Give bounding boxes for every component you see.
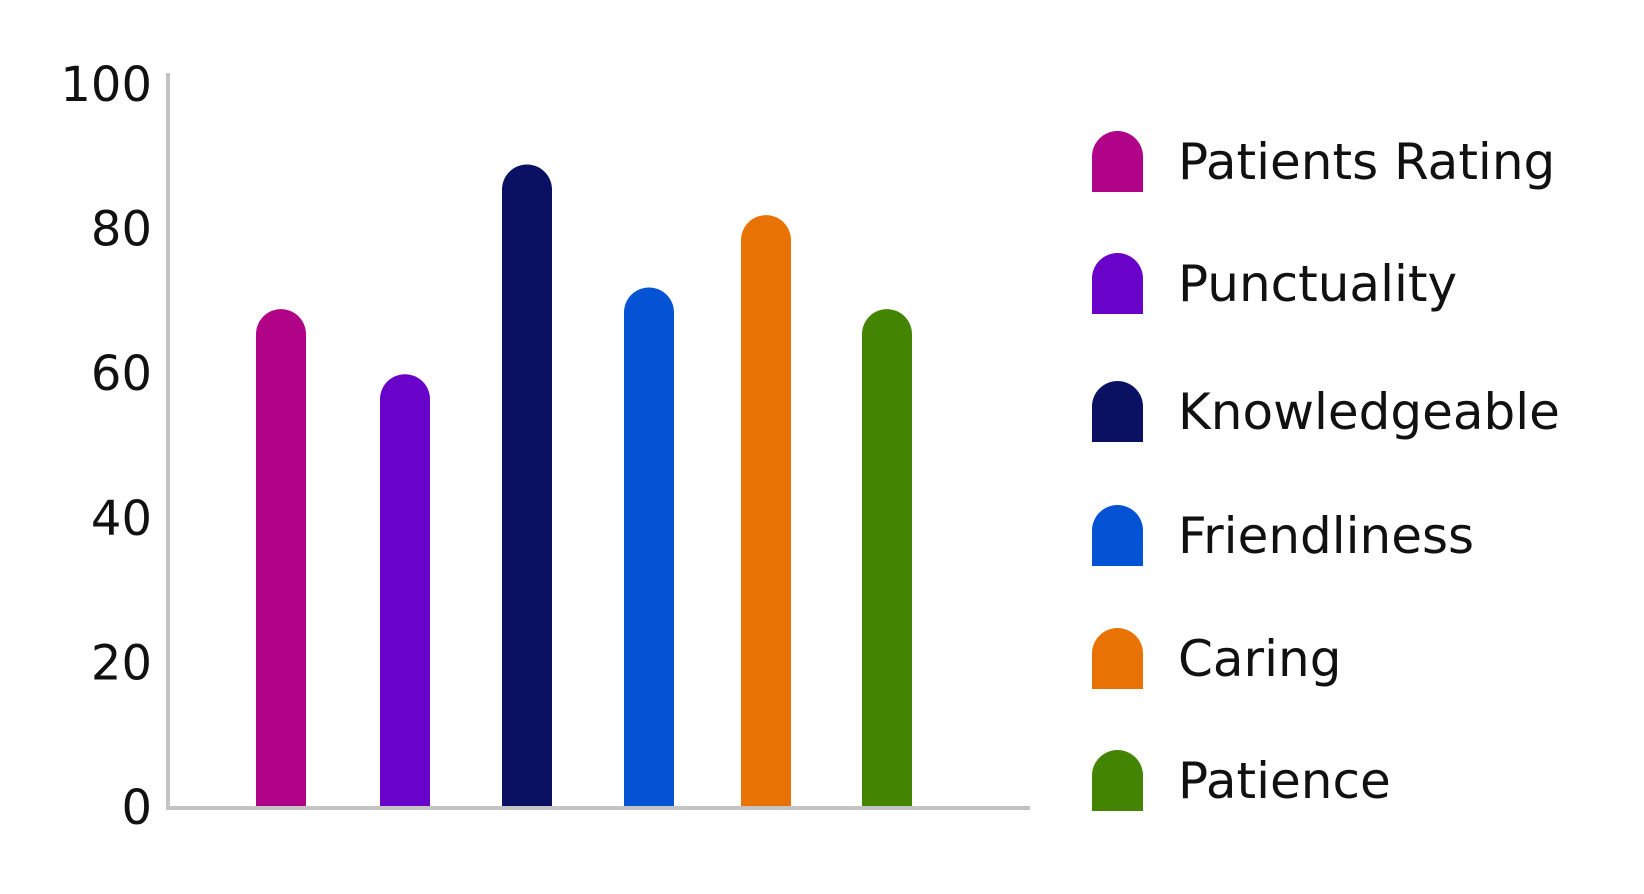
y-axis-ticks: 0 20 40 60 80 100 xyxy=(60,57,152,836)
legend-label: Knowledgeable xyxy=(1178,383,1560,441)
legend-swatch xyxy=(1092,750,1143,811)
legend-swatch xyxy=(1092,505,1143,566)
bar-friendliness xyxy=(624,287,674,808)
legend-label: Punctuality xyxy=(1178,255,1457,313)
y-tick-label: 80 xyxy=(91,202,152,258)
bar-punctuality xyxy=(380,374,430,808)
y-tick-label: 60 xyxy=(91,346,152,402)
bar-patients-rating xyxy=(256,309,306,808)
bar-knowledgeable xyxy=(502,164,552,808)
legend-swatch xyxy=(1092,381,1143,442)
bar-caring xyxy=(741,215,791,808)
bars xyxy=(256,164,912,808)
legend-label: Patience xyxy=(1178,752,1391,810)
legend-label: Friendliness xyxy=(1178,507,1474,565)
legend-label: Patients Rating xyxy=(1178,133,1555,191)
legend-label: Caring xyxy=(1178,630,1341,688)
y-tick-label: 20 xyxy=(91,635,152,691)
y-tick-label: 0 xyxy=(121,780,152,836)
bar-patience xyxy=(862,309,912,808)
legend: Patients Rating Punctuality Knowledgeable F… xyxy=(1092,131,1560,811)
legend-swatch xyxy=(1092,131,1143,192)
y-tick-label: 100 xyxy=(60,57,152,113)
legend-swatch xyxy=(1092,628,1143,689)
legend-swatch xyxy=(1092,253,1143,314)
y-tick-label: 40 xyxy=(91,491,152,547)
